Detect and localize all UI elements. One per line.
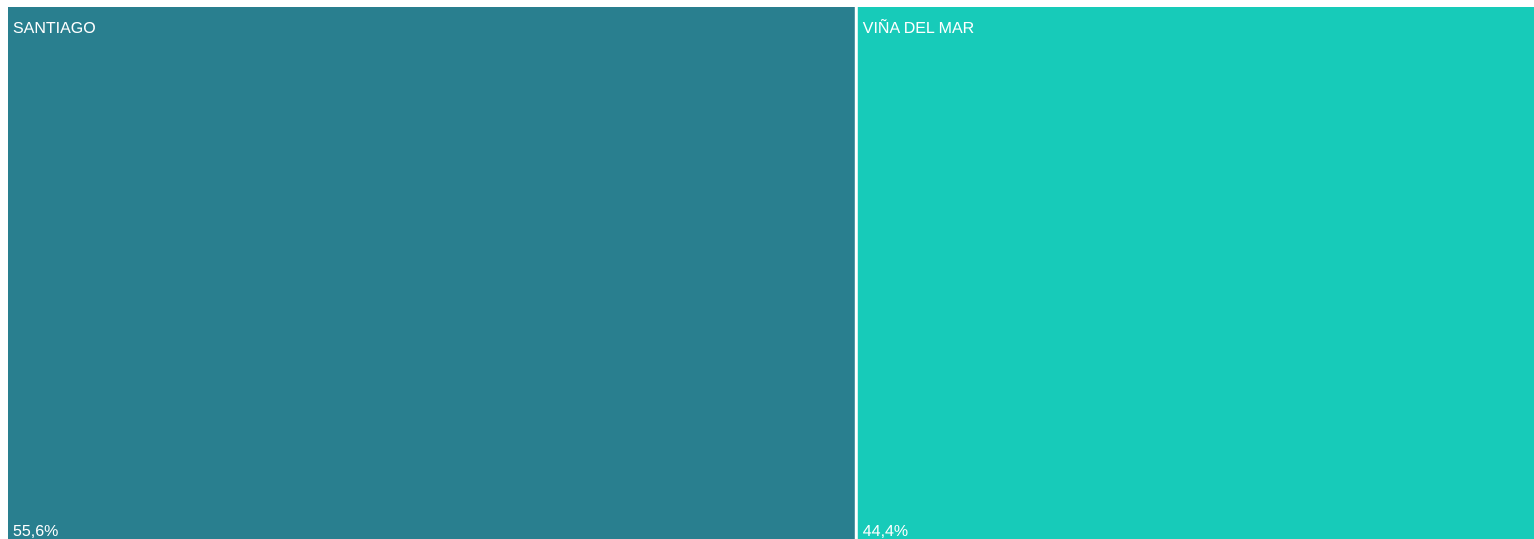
tile-value-label: 55,6% xyxy=(13,523,58,539)
tile-label: VIÑA DEL MAR xyxy=(863,17,974,37)
tile-value-label: 44,4% xyxy=(863,523,908,539)
tile-label: SANTIAGO xyxy=(13,20,96,37)
treemap-tile xyxy=(8,7,855,539)
treemap-tile xyxy=(857,7,1534,539)
